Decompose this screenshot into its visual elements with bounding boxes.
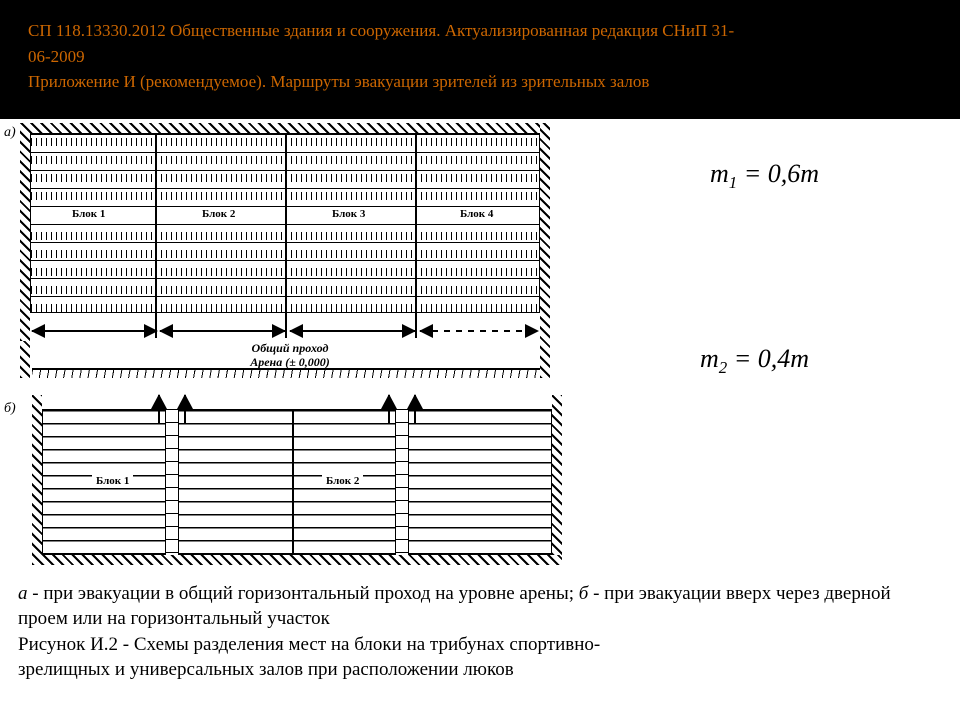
formula-var: m	[700, 344, 719, 373]
formula-rhs: = 0,6m	[744, 159, 819, 188]
formula-rhs: = 0,4m	[734, 344, 809, 373]
formula-m2: m2 = 0,4m	[700, 344, 809, 378]
formula-m1: m1 = 0,6m	[710, 159, 819, 193]
caption-a-text: - при эвакуации в общий горизонтальный п…	[28, 583, 579, 604]
door-column	[165, 409, 179, 555]
caption-b-italic: б	[579, 583, 589, 604]
label-b: б)	[4, 401, 16, 417]
up-arrow	[388, 395, 390, 423]
passage-label: Общий проход	[20, 341, 560, 356]
arrow-bidir-dashed	[420, 330, 538, 332]
header-line-2: Приложение И (рекомендуемое). Маршруты э…	[28, 69, 932, 95]
hatch-right	[540, 123, 550, 378]
block-label-1: Блок 1	[70, 208, 107, 220]
hatch-left	[32, 395, 42, 565]
block-separator	[285, 133, 287, 338]
caption-a-italic: а	[18, 583, 28, 604]
center-separator	[292, 409, 294, 555]
block-label-b2: Блок 2	[322, 475, 363, 487]
caption-line-3: зрелищных и универсальных залов при расп…	[18, 659, 514, 680]
door-column	[395, 409, 409, 555]
header-line-1a: СП 118.13330.2012 Общественные здания и …	[28, 18, 932, 44]
arrow-row	[30, 321, 540, 341]
up-arrow	[158, 395, 160, 423]
arrow-bidir	[160, 330, 285, 332]
diagram-b: Блок 1 Блок 2	[32, 395, 562, 565]
hatch-right	[552, 395, 562, 565]
formula-sub: 2	[719, 358, 727, 377]
hatch-top	[20, 123, 550, 133]
ground-hatch	[32, 370, 540, 378]
header-line-1b: 06-2009	[28, 44, 932, 70]
block-label-b1: Блок 1	[92, 475, 133, 487]
block-label-4: Блок 4	[458, 208, 495, 220]
diagram-a: Блок 1 Блок 2 Блок 3 Блок 4 Общий проход…	[20, 123, 560, 383]
up-arrow	[414, 395, 416, 423]
formula-var: m	[710, 159, 729, 188]
diagrams-column: Блок 1 Блок 2 Блок 3 Блок 4 Общий проход…	[20, 123, 560, 565]
block-separator	[415, 133, 417, 338]
block-label-2: Блок 2	[200, 208, 237, 220]
arrow-bidir	[290, 330, 415, 332]
header-bar: СП 118.13330.2012 Общественные здания и …	[0, 0, 960, 119]
up-arrow	[184, 395, 186, 423]
hatch-bottom	[32, 555, 562, 565]
block-label-3: Блок 3	[330, 208, 367, 220]
block-separator	[155, 133, 157, 338]
caption-line-2: Рисунок И.2 - Схемы разделения мест на б…	[18, 634, 600, 655]
formula-sub: 1	[729, 173, 737, 192]
arrow-bidir	[32, 330, 157, 332]
label-a: а)	[4, 125, 16, 141]
hatch-left	[20, 123, 30, 341]
